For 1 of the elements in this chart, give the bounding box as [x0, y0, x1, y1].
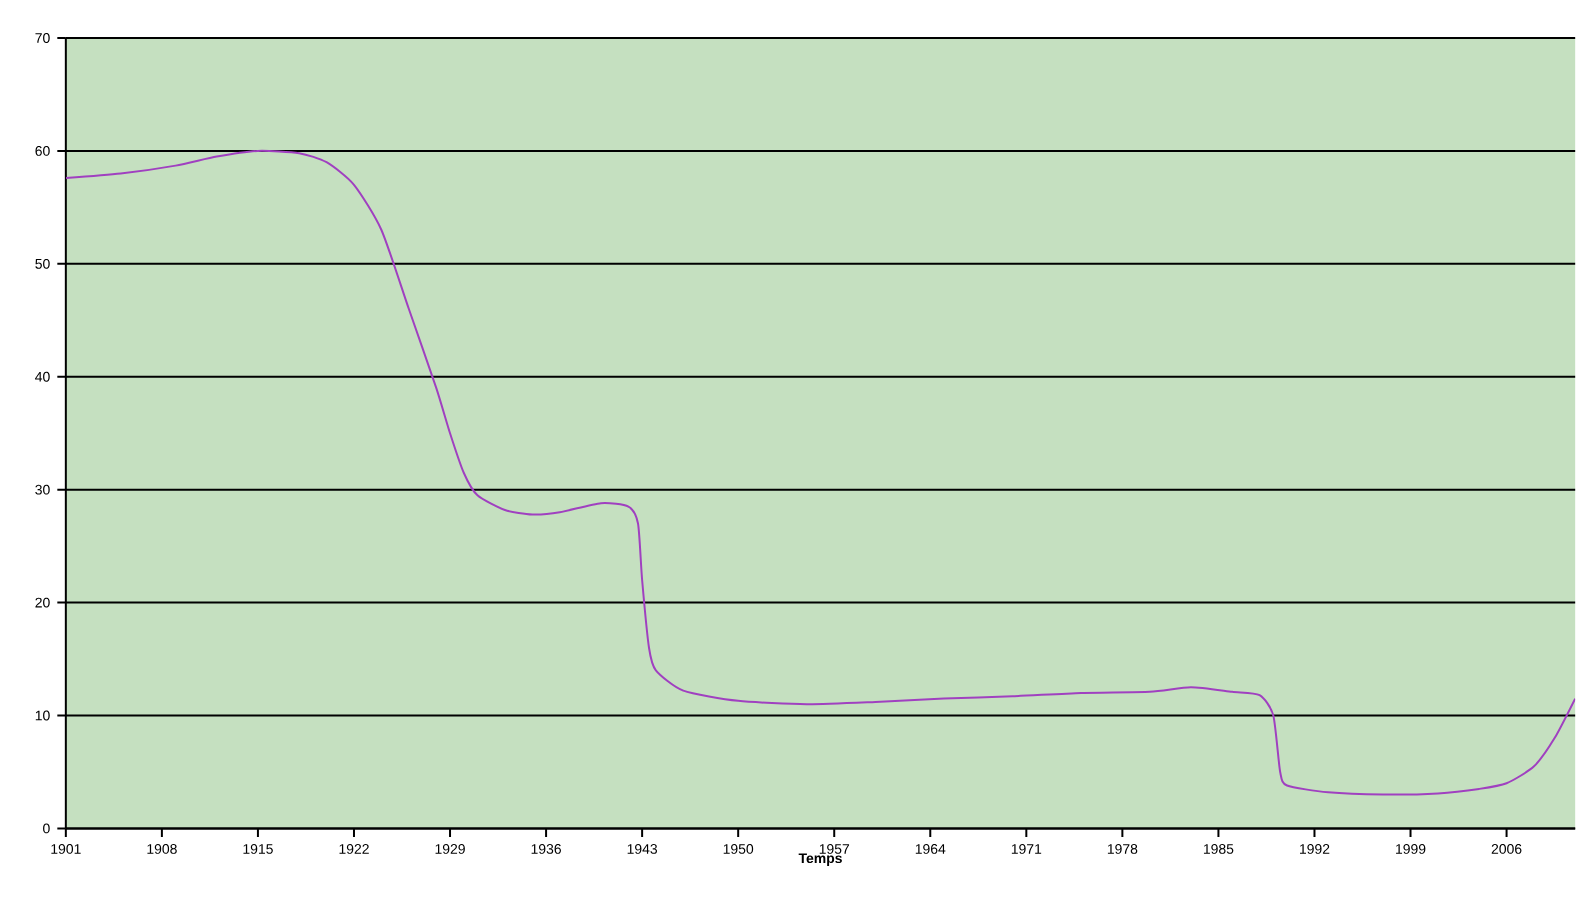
line-series	[65, 149, 1576, 796]
